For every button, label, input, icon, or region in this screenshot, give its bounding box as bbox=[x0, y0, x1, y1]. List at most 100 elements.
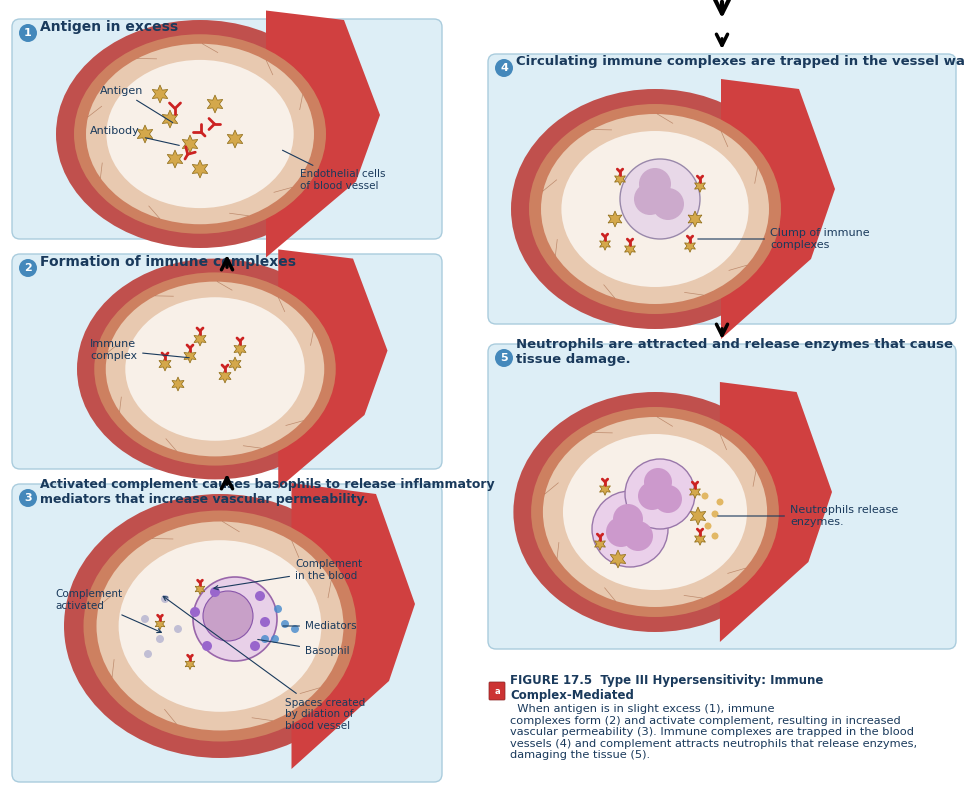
Ellipse shape bbox=[105, 282, 325, 457]
Polygon shape bbox=[695, 179, 705, 192]
Text: 2: 2 bbox=[24, 263, 32, 273]
Text: Antigen: Antigen bbox=[100, 86, 173, 122]
Text: 4: 4 bbox=[500, 63, 508, 73]
Ellipse shape bbox=[561, 131, 749, 287]
Polygon shape bbox=[156, 619, 165, 630]
Text: 1: 1 bbox=[24, 28, 32, 38]
Text: Clump of immune
complexes: Clump of immune complexes bbox=[697, 228, 869, 250]
Circle shape bbox=[144, 650, 152, 658]
Circle shape bbox=[19, 489, 37, 507]
Circle shape bbox=[255, 591, 265, 601]
Circle shape bbox=[644, 468, 672, 496]
Text: Complement
activated: Complement activated bbox=[55, 589, 161, 633]
Ellipse shape bbox=[86, 44, 314, 224]
Polygon shape bbox=[195, 584, 205, 595]
Ellipse shape bbox=[541, 114, 769, 304]
Text: 3: 3 bbox=[24, 493, 32, 503]
FancyBboxPatch shape bbox=[488, 344, 956, 649]
FancyBboxPatch shape bbox=[12, 19, 442, 239]
Polygon shape bbox=[192, 160, 208, 178]
Ellipse shape bbox=[119, 540, 322, 711]
Polygon shape bbox=[159, 357, 171, 371]
Text: Immune
complex: Immune complex bbox=[90, 339, 189, 361]
Ellipse shape bbox=[543, 417, 767, 607]
Text: Mediators: Mediators bbox=[283, 621, 356, 631]
Text: Formation of immune complexes: Formation of immune complexes bbox=[40, 255, 296, 269]
Polygon shape bbox=[184, 349, 196, 363]
Polygon shape bbox=[292, 483, 415, 769]
FancyBboxPatch shape bbox=[489, 682, 505, 700]
Text: Endothelial cells
of blood vessel: Endothelial cells of blood vessel bbox=[282, 150, 385, 191]
Circle shape bbox=[701, 492, 708, 499]
FancyBboxPatch shape bbox=[12, 254, 442, 469]
Text: Neutrophils release
enzymes.: Neutrophils release enzymes. bbox=[718, 505, 898, 526]
Polygon shape bbox=[172, 377, 185, 391]
Text: Spaces created
by dilation of
blood vessel: Spaces created by dilation of blood vess… bbox=[163, 596, 365, 731]
Polygon shape bbox=[266, 10, 380, 257]
Polygon shape bbox=[278, 249, 387, 488]
Ellipse shape bbox=[83, 511, 356, 742]
Ellipse shape bbox=[106, 60, 294, 208]
Ellipse shape bbox=[513, 392, 797, 632]
Circle shape bbox=[634, 183, 666, 215]
Circle shape bbox=[291, 625, 299, 633]
Circle shape bbox=[250, 641, 260, 651]
Polygon shape bbox=[162, 110, 178, 128]
Circle shape bbox=[652, 188, 684, 220]
Polygon shape bbox=[194, 332, 206, 346]
Ellipse shape bbox=[95, 272, 336, 465]
FancyBboxPatch shape bbox=[12, 484, 442, 782]
Ellipse shape bbox=[56, 20, 344, 248]
Circle shape bbox=[141, 615, 149, 623]
Polygon shape bbox=[227, 130, 242, 148]
Circle shape bbox=[717, 499, 724, 506]
Circle shape bbox=[592, 491, 668, 567]
Polygon shape bbox=[600, 483, 611, 495]
Polygon shape bbox=[625, 243, 636, 256]
Circle shape bbox=[638, 482, 666, 510]
Text: Basophil: Basophil bbox=[258, 639, 350, 656]
Ellipse shape bbox=[529, 104, 781, 314]
Polygon shape bbox=[721, 79, 835, 339]
Circle shape bbox=[271, 635, 279, 643]
Circle shape bbox=[202, 641, 212, 651]
Circle shape bbox=[712, 511, 719, 518]
Ellipse shape bbox=[126, 297, 304, 441]
Text: a: a bbox=[495, 687, 499, 696]
Polygon shape bbox=[611, 550, 626, 568]
Circle shape bbox=[639, 168, 671, 200]
Polygon shape bbox=[167, 150, 183, 168]
Circle shape bbox=[712, 533, 719, 539]
Circle shape bbox=[495, 59, 513, 77]
Circle shape bbox=[260, 617, 270, 627]
Text: 5: 5 bbox=[500, 353, 508, 363]
Polygon shape bbox=[153, 85, 168, 103]
Polygon shape bbox=[185, 658, 195, 669]
Circle shape bbox=[190, 607, 200, 617]
Circle shape bbox=[281, 620, 289, 628]
Circle shape bbox=[193, 577, 277, 661]
Polygon shape bbox=[137, 125, 153, 143]
Ellipse shape bbox=[97, 522, 344, 730]
Text: Neutrophils are attracted and release enzymes that cause
tissue damage.: Neutrophils are attracted and release en… bbox=[516, 338, 953, 366]
Polygon shape bbox=[614, 173, 625, 185]
Circle shape bbox=[620, 159, 700, 239]
Ellipse shape bbox=[531, 407, 779, 617]
Polygon shape bbox=[690, 486, 700, 499]
Text: Antibody: Antibody bbox=[90, 126, 180, 145]
Text: Complement
in the blood: Complement in the blood bbox=[213, 560, 362, 590]
Polygon shape bbox=[229, 357, 242, 371]
Circle shape bbox=[210, 587, 220, 597]
Polygon shape bbox=[685, 240, 696, 252]
FancyBboxPatch shape bbox=[488, 54, 956, 324]
Circle shape bbox=[261, 635, 269, 643]
Ellipse shape bbox=[511, 89, 799, 329]
Ellipse shape bbox=[74, 34, 326, 233]
Polygon shape bbox=[720, 382, 832, 642]
Text: When antigen is in slight excess (1), immune
complexes form (2) and activate com: When antigen is in slight excess (1), im… bbox=[510, 704, 917, 761]
Circle shape bbox=[625, 459, 695, 529]
Text: Activated complement causes basophils to release inflammatory
mediators that inc: Activated complement causes basophils to… bbox=[40, 478, 495, 506]
Text: FIGURE 17.5  Type III Hypersensitivity: Immune
Complex-Mediated: FIGURE 17.5 Type III Hypersensitivity: I… bbox=[510, 674, 823, 702]
Polygon shape bbox=[183, 135, 198, 153]
Circle shape bbox=[156, 635, 164, 643]
